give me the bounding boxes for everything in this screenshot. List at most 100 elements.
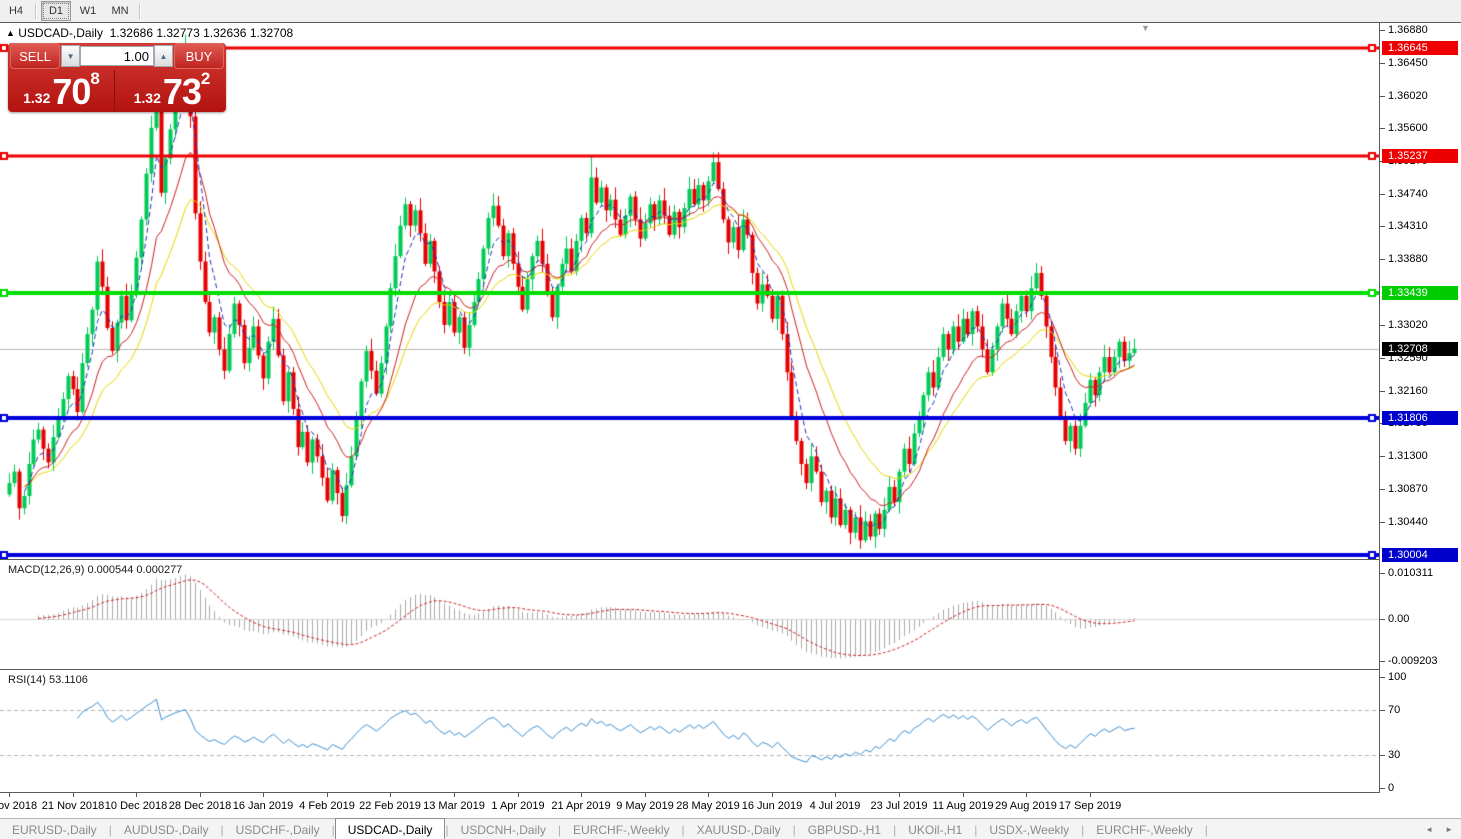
buy-price-big: 73 <box>162 71 202 112</box>
macd-panel-canvas[interactable] <box>0 560 1379 668</box>
rsi-scale-label: 30 <box>1379 748 1401 761</box>
date-label: 2 Nov 2018 <box>0 800 38 812</box>
timeframe-button-mn[interactable]: MN <box>111 5 129 17</box>
chart-tab-audusd-daily[interactable]: AUDUSD-,Daily <box>123 822 209 837</box>
date-tick <box>136 793 137 797</box>
date-label: 21 Nov 2018 <box>41 800 105 812</box>
timeframe-button-w1[interactable]: W1 <box>79 5 97 17</box>
volume-input[interactable] <box>80 46 154 66</box>
chart-shift-marker-icon[interactable]: ▼ <box>1141 23 1150 33</box>
chart-ohlc-header: ▲ USDCAD-,Daily 1.32686 1.32773 1.32636 … <box>6 26 293 40</box>
tab-separator: | <box>974 822 978 837</box>
tab-separator: | <box>220 822 224 837</box>
price-scale-label: 1.36450 <box>1380 56 1428 69</box>
trade-controls-row: SELL ▼ ▲ BUY <box>8 43 226 69</box>
date-label: 28 May 2019 <box>676 800 740 812</box>
tab-separator: | <box>108 822 112 837</box>
date-label: 16 Jun 2019 <box>741 800 803 812</box>
price-badge-1.30004: 1.30004 <box>1382 548 1458 563</box>
ohlc-open: 1.32686 <box>109 26 154 40</box>
date-tick <box>581 793 582 797</box>
date-tick <box>835 793 836 797</box>
tab-separator: | <box>445 822 449 837</box>
tab-separator: | <box>893 822 897 837</box>
date-tick <box>518 793 519 797</box>
tab-separator: | <box>1204 822 1208 837</box>
panel-separator[interactable] <box>0 559 1380 560</box>
ohlc-close: 1.32708 <box>249 26 294 40</box>
buy-button[interactable]: BUY <box>173 43 224 69</box>
date-label: 13 Mar 2019 <box>423 800 485 812</box>
date-tick <box>73 793 74 797</box>
date-label: 11 Aug 2019 <box>932 800 994 812</box>
macd-scale-label: 0.010311 <box>1379 567 1434 579</box>
chart-window: ▲ USDCAD-,Daily 1.32686 1.32773 1.32636 … <box>0 22 1461 819</box>
sell-button[interactable]: SELL <box>10 43 61 69</box>
price-scale-label: 1.36880 <box>1380 24 1428 37</box>
date-tick <box>454 793 455 797</box>
sell-price-pip: 8 <box>90 69 100 88</box>
volume-increase-button[interactable]: ▲ <box>154 45 173 67</box>
tab-scroll-right-icon[interactable]: ► <box>1445 825 1453 834</box>
collapse-panel-icon[interactable]: ▲ <box>6 28 15 38</box>
rsi-panel-canvas[interactable] <box>0 670 1379 791</box>
chart-tab-eurchf-weekly[interactable]: EURCHF-,Weekly <box>1096 822 1193 837</box>
macd-scale-label: -0.009203 <box>1380 655 1438 667</box>
chart-tab-usdchf-daily[interactable]: USDCHF-,Daily <box>235 822 320 837</box>
price-scale-label: 1.35600 <box>1380 121 1428 134</box>
rsi-label: RSI(14) 53.1106 <box>8 674 88 686</box>
date-label: 1 Apr 2019 <box>491 800 545 812</box>
date-tick <box>327 793 328 797</box>
price-badge-1.33439: 1.33439 <box>1382 285 1458 300</box>
chart-tab-eurusd-daily[interactable]: EURUSD-,Daily <box>12 822 97 837</box>
price-badge-1.31806: 1.31806 <box>1382 410 1458 425</box>
panel-separator[interactable] <box>0 669 1380 670</box>
date-label: 16 Jan 2019 <box>232 800 294 812</box>
date-tick <box>645 793 646 797</box>
price-scale-label: 1.33020 <box>1380 318 1428 331</box>
chart-tab-gbpusd-h1[interactable]: GBPUSD-,H1 <box>807 822 882 837</box>
price-scale-divider[interactable] <box>1379 23 1380 793</box>
tab-separator: | <box>331 822 335 837</box>
panel-separator[interactable] <box>0 792 1380 793</box>
sell-price-box[interactable]: 1.32 70 8 <box>9 70 115 111</box>
buy-price-box[interactable]: 1.32 73 2 <box>119 70 225 111</box>
toolbar-separator <box>139 3 141 19</box>
price-scale-label: 1.34310 <box>1380 220 1428 233</box>
chart-tab-eurchf-weekly[interactable]: EURCHF-,Weekly <box>573 822 670 837</box>
timeframe-button-h4[interactable]: H4 <box>8 5 24 17</box>
date-label: 23 Jul 2019 <box>870 800 928 812</box>
sell-price-prefix: 1.32 <box>23 90 51 106</box>
date-label: 17 Sep 2019 <box>1058 800 1122 812</box>
price-scale-label: 1.30440 <box>1380 516 1428 529</box>
volume-decrease-button[interactable]: ▼ <box>61 45 80 67</box>
price-scale-label: 1.36020 <box>1380 89 1428 102</box>
chart-tab-usdx-weekly[interactable]: USDX-,Weekly <box>989 822 1070 837</box>
ohlc-low: 1.32636 <box>203 26 247 40</box>
price-badge-1.35237: 1.35237 <box>1382 148 1458 163</box>
date-tick <box>200 793 201 797</box>
chart-symbol-label: USDCAD-,Daily <box>18 26 103 40</box>
chart-tab-xauusd-daily[interactable]: XAUUSD-,Daily <box>696 822 781 837</box>
timeframe-toolbar: H4 D1 W1 MN <box>0 0 1461 23</box>
chart-tab-ukoil-h1[interactable]: UKOil-,H1 <box>908 822 963 837</box>
price-scale-label: 1.30870 <box>1380 483 1428 496</box>
date-tick <box>1026 793 1027 797</box>
macd-label: MACD(12,26,9) 0.000544 0.000277 <box>8 564 183 576</box>
chart-tab-usdcnh-daily[interactable]: USDCNH-,Daily <box>460 822 546 837</box>
rsi-scale-label: 100 <box>1379 671 1407 683</box>
chart-tab-usdcad-daily[interactable]: USDCAD-,Daily <box>334 818 446 839</box>
spinner-up-icon: ▲ <box>159 51 168 61</box>
chart-tab-bar: EURUSD-,Daily | AUDUSD-,Daily | USDCHF-,Dail… <box>0 818 1461 839</box>
date-label: 9 May 2019 <box>616 800 674 812</box>
price-badge-1.36645: 1.36645 <box>1382 40 1458 55</box>
timeframe-button-d1[interactable]: D1 <box>41 1 71 21</box>
main-chart-canvas[interactable] <box>0 23 1379 559</box>
date-tick <box>9 793 10 797</box>
date-tick <box>708 793 709 797</box>
date-tick <box>263 793 264 797</box>
date-tick <box>963 793 964 797</box>
tab-scroll-left-icon[interactable]: ◄ <box>1425 825 1434 834</box>
